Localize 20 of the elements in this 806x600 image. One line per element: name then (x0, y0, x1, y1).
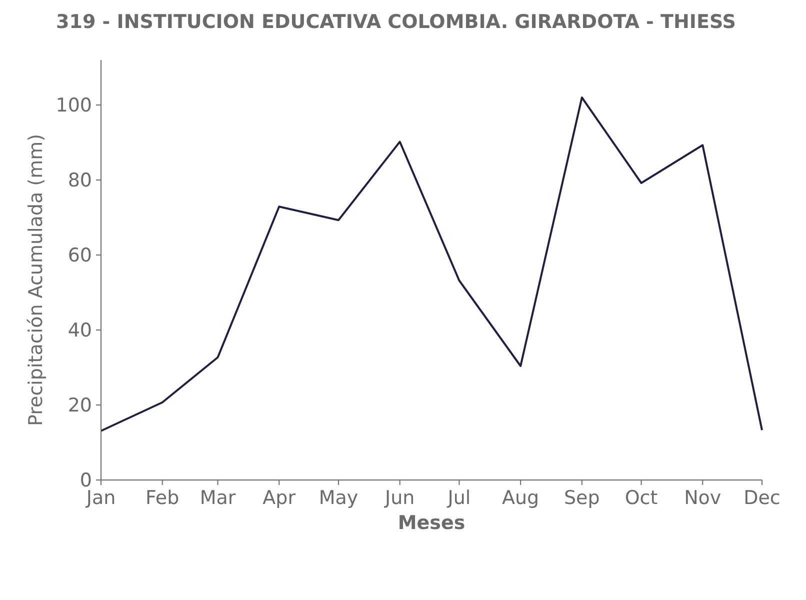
y-tick-label: 20 (68, 394, 92, 417)
y-axis-title: Precipitación Acumulada (mm) (25, 134, 47, 426)
x-tick-label: Jan (85, 487, 116, 509)
x-tick-label: Feb (146, 487, 180, 509)
y-tick-label: 80 (68, 170, 92, 192)
x-tick-label: Jun (384, 487, 415, 509)
x-tick-label: Apr (262, 487, 296, 509)
y-tick-label: 40 (68, 320, 92, 342)
y-tick-label: 100 (56, 94, 92, 117)
x-tick-label: Nov (684, 487, 722, 509)
y-tick-label: 60 (68, 244, 92, 267)
x-tick-label: May (318, 487, 358, 509)
x-tick-label: Jul (446, 487, 471, 509)
chart-title: 319 - INSTITUCION EDUCATIVA COLOMBIA. GIRARDOTA - THIESS (56, 11, 736, 33)
x-axis-title: Meses (398, 512, 466, 534)
x-tick-label: Sep (564, 487, 600, 509)
x-tick-label: Oct (624, 487, 658, 509)
x-tick-label: Mar (200, 487, 236, 509)
x-tick-label: Aug (502, 487, 540, 509)
x-tick-label: Dec (744, 487, 780, 509)
